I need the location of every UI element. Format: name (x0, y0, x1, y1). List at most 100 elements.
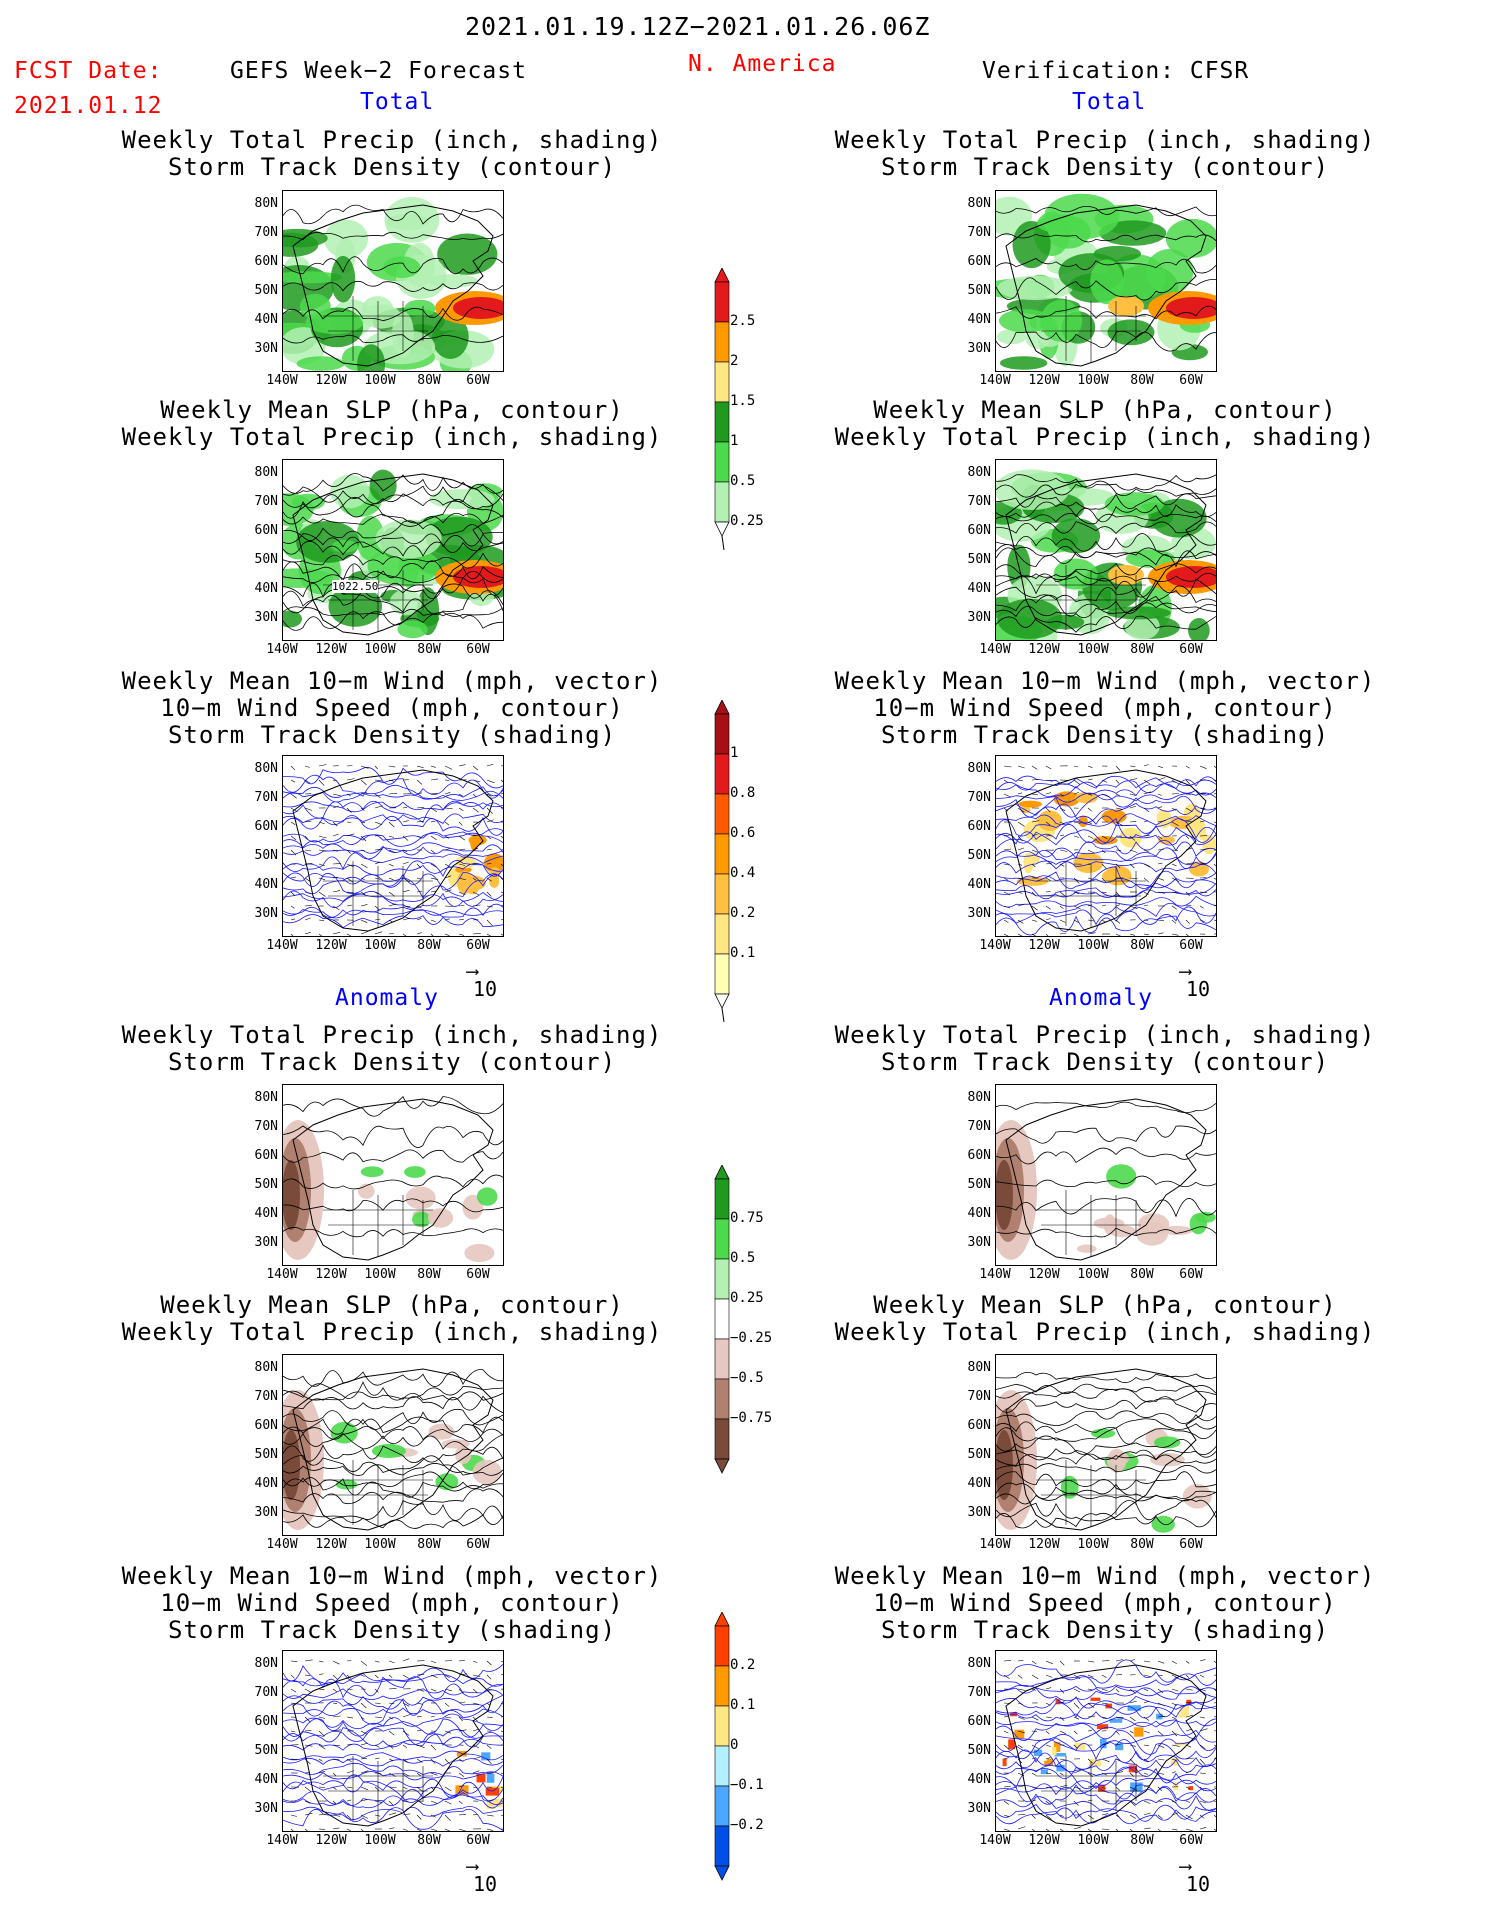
contour-layer (283, 767, 503, 929)
contour-layer (996, 775, 1216, 936)
lat-tick-label: 40N (254, 1476, 278, 1491)
map-plot (283, 1096, 503, 1263)
lat-tick-label: 70N (967, 790, 991, 805)
shading-layer (996, 469, 1216, 640)
lon-tick-label: 120W (1028, 938, 1060, 953)
shading-layer (996, 1390, 1212, 1533)
left-total-label: Total (360, 89, 435, 115)
colorbar-ramp (714, 699, 730, 1023)
colorbar-tick-label: −0.2 (730, 1817, 764, 1833)
colorbar-tick-label: 0 (730, 1737, 739, 1753)
lon-tick-label: 100W (364, 938, 396, 953)
coastline-layer (292, 473, 494, 636)
vector-reference-arrow-icon: ⟶ (467, 961, 478, 982)
colorbar-tick-label: 0.2 (730, 905, 756, 921)
lon-tick-label: 60W (1179, 938, 1203, 953)
contour-layer (996, 206, 1216, 352)
lat-tick-label: 70N (254, 1685, 278, 1700)
right-anomaly-label: Anomaly (1049, 985, 1153, 1011)
lon-tick-label: 100W (364, 642, 396, 657)
map-plot (996, 1368, 1216, 1533)
colorbar-tick-label: 0.25 (730, 513, 764, 529)
lon-tick-label: 60W (466, 1267, 490, 1282)
shading-layer (283, 469, 503, 639)
shading-layer (996, 193, 1216, 370)
left-row2-title-line2: Weekly Total Precip (inch, shading) (121, 423, 663, 451)
map-plot (996, 764, 1216, 936)
map-plot (283, 469, 503, 639)
left-row1-title-line1: Weekly Total Precip (inch, shading) (121, 126, 663, 154)
lat-tick-label: 30N (967, 906, 991, 921)
lat-tick-label: 70N (254, 790, 278, 805)
lon-tick-label: 60W (466, 373, 490, 388)
lat-tick-label: 30N (254, 1235, 278, 1250)
lon-tick-label: 140W (979, 642, 1011, 657)
map-plot (996, 1098, 1216, 1261)
lat-tick-label: 80N (254, 1090, 278, 1105)
coastline-layer (292, 204, 494, 367)
lat-tick-label: 60N (967, 1714, 991, 1729)
lon-tick-label: 60W (1179, 373, 1203, 388)
lat-tick-label: 40N (254, 312, 278, 327)
contour-value-label: 1022.50 (332, 580, 379, 593)
lat-tick-label: 50N (967, 848, 991, 863)
coastline-layer (1005, 1368, 1207, 1531)
lat-tick-label: 70N (254, 1389, 278, 1404)
vector-reference: ⟶ 10 (1180, 961, 1210, 1002)
lon-tick-label: 140W (266, 1537, 298, 1552)
lon-tick-label: 80W (417, 1537, 441, 1552)
lat-tick-label: 40N (967, 312, 991, 327)
lon-tick-label: 140W (979, 1267, 1011, 1282)
map-plot (283, 763, 503, 936)
vector-reference-value: 10 (473, 1872, 498, 1896)
coastline-layer (1005, 769, 1207, 932)
lon-tick-label: 80W (1130, 1267, 1154, 1282)
lon-tick-label: 100W (364, 373, 396, 388)
right-row3-map-panel (995, 755, 1217, 937)
left-row5-title-line2: Weekly Total Precip (inch, shading) (121, 1318, 663, 1346)
coastline-layer (292, 769, 494, 932)
lat-tick-label: 40N (967, 1772, 991, 1787)
lat-tick-label: 40N (967, 877, 991, 892)
lat-tick-label: 60N (254, 1714, 278, 1729)
lon-tick-label: 100W (1077, 1833, 1109, 1848)
lon-tick-label: 120W (315, 938, 347, 953)
lon-tick-label: 120W (315, 373, 347, 388)
right-row5-title-line1: Weekly Mean SLP (hPa, contour) (873, 1291, 1337, 1319)
storm-total-colorbar: 1 0.8 0.6 0.4 0.2 0.1 (712, 699, 755, 1038)
map-plot (283, 197, 503, 371)
lon-tick-label: 60W (1179, 1267, 1203, 1282)
precip-total-colorbar: 2.5 2 1.5 1 0.5 0.25 (712, 267, 764, 566)
lon-tick-label: 100W (1077, 642, 1109, 657)
lat-tick-label: 70N (254, 494, 278, 509)
lat-tick-label: 30N (967, 1801, 991, 1816)
lat-tick-label: 70N (967, 225, 991, 240)
lat-tick-label: 60N (967, 1148, 991, 1163)
lat-tick-label: 40N (967, 1206, 991, 1221)
colorbar-tick-label: −0.75 (730, 1410, 773, 1426)
lat-tick-label: 30N (967, 610, 991, 625)
left-column-title: GEFS Week−2 Forecast (230, 58, 527, 84)
lon-tick-label: 140W (266, 938, 298, 953)
colorbar-tick-label: 2.5 (730, 313, 756, 329)
colorbar-tick-label: 0.2 (730, 1657, 756, 1673)
colorbar-tick-label: 1 (730, 433, 739, 449)
lat-tick-label: 50N (967, 283, 991, 298)
date-range-title: 2021.01.19.12Z−2021.01.26.06Z (465, 12, 931, 41)
vector-layer (290, 763, 503, 936)
vector-layer (1003, 764, 1216, 936)
right-row4-title-line1: Weekly Total Precip (inch, shading) (834, 1021, 1376, 1049)
lat-tick-label: 50N (967, 1743, 991, 1758)
lat-tick-label: 50N (254, 1743, 278, 1758)
left-anomaly-label: Anomaly (335, 985, 439, 1011)
lat-tick-label: 30N (254, 1801, 278, 1816)
contour-layer (996, 1101, 1216, 1238)
vector-reference: ⟶ 10 (1180, 1858, 1210, 1897)
lon-tick-label: 140W (979, 938, 1011, 953)
right-row5-title-line2: Weekly Total Precip (inch, shading) (834, 1318, 1376, 1346)
lat-tick-label: 40N (254, 581, 278, 596)
vector-reference-arrow-icon: ⟶ (1180, 961, 1191, 982)
lon-tick-label: 80W (417, 938, 441, 953)
shading-layer (283, 197, 503, 371)
lat-tick-label: 50N (967, 552, 991, 567)
